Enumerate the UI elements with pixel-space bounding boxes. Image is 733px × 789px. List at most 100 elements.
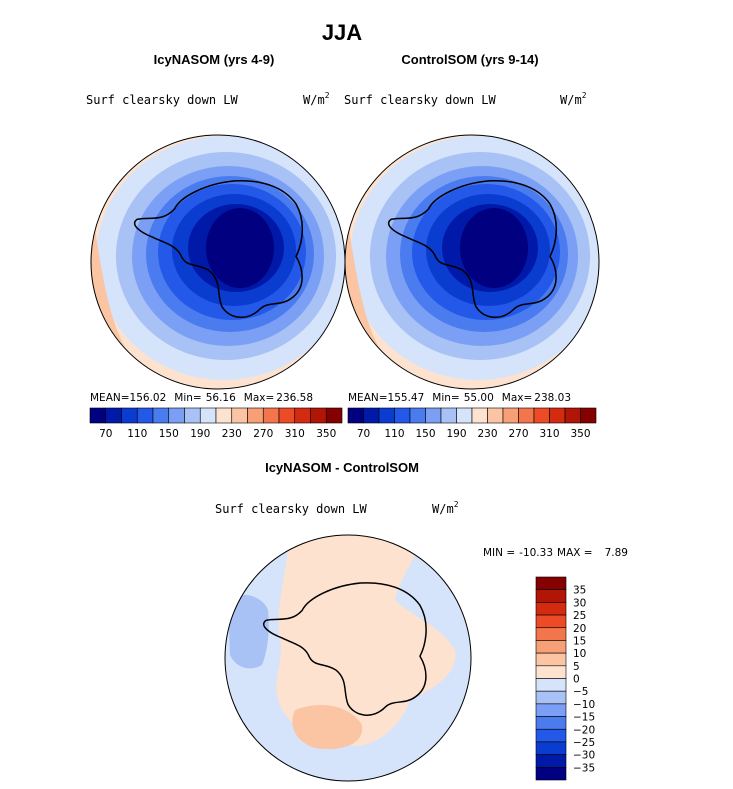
panel-b-variable: Surf clearsky down LW xyxy=(344,93,496,107)
panel-c-variable: Surf clearsky down LW xyxy=(215,502,367,516)
colorbar-swatch xyxy=(347,407,364,424)
panel-b-stats: MEAN=155.47 Min= 55.00 Max= 238.03 xyxy=(348,392,571,404)
colorbar-swatch xyxy=(409,407,426,424)
colorbar-swatch xyxy=(535,754,567,768)
colorbar-swatch xyxy=(105,407,122,424)
panel-controlsom: ControlSOM (yrs 9-14) Surf clearsky down… xyxy=(344,52,600,440)
colorbar-swatch xyxy=(535,716,567,730)
colorbar-swatch xyxy=(487,407,504,424)
colorbar-swatch xyxy=(231,407,248,424)
colorbar-tick-label: 30 xyxy=(573,597,586,609)
colorbar-swatch xyxy=(294,407,311,424)
colorbar-swatch xyxy=(535,703,567,717)
colorbar-tick-label: 150 xyxy=(415,428,435,440)
colorbar-tick-label: 10 xyxy=(573,648,586,660)
contour-band xyxy=(206,208,274,288)
panel-b-colorbar: 70 110 150 190 230 270 310 350 xyxy=(347,407,597,440)
colorbar-tick-label: 190 xyxy=(446,428,466,440)
panel-a-units: W/m2 xyxy=(303,91,330,107)
colorbar-tick-label: 5 xyxy=(573,661,580,673)
colorbar-swatch xyxy=(535,652,567,667)
colorbar-swatch xyxy=(425,407,442,424)
colorbar-swatch xyxy=(535,741,567,755)
panel-c-positive-region-strong xyxy=(292,705,363,750)
colorbar-swatch xyxy=(168,407,185,424)
colorbar-swatch xyxy=(363,407,380,424)
panel-b-map-boundary xyxy=(344,134,600,390)
colorbar-swatch xyxy=(215,407,233,424)
panel-a-variable: Surf clearsky down LW xyxy=(86,93,238,107)
colorbar-swatch xyxy=(535,728,567,743)
colorbar-tick-label: 70 xyxy=(99,428,112,440)
panel-icynasom: IcyNASOM (yrs 4-9) Surf clearsky down LW… xyxy=(86,52,346,440)
colorbar-swatch xyxy=(580,407,597,424)
colorbar-swatch xyxy=(535,690,567,705)
colorbar-swatch xyxy=(121,407,138,424)
colorbar-tick-label: −15 xyxy=(573,712,595,724)
colorbar-swatch xyxy=(535,665,567,679)
colorbar-tick-label: −5 xyxy=(573,686,588,698)
colorbar-swatch xyxy=(152,407,170,424)
figure-title: JJA xyxy=(322,20,362,45)
colorbar-swatch xyxy=(440,407,457,424)
colorbar-swatch xyxy=(394,407,411,424)
colorbar-swatch xyxy=(535,678,567,692)
colorbar-tick-label: −20 xyxy=(573,724,595,736)
colorbar-swatch xyxy=(518,407,535,424)
colorbar-swatch xyxy=(262,407,280,424)
colorbar-tick-label: 70 xyxy=(357,428,370,440)
colorbar-swatch xyxy=(535,589,567,603)
colorbar-tick-label: −10 xyxy=(573,699,595,711)
colorbar-swatch xyxy=(564,407,581,424)
panel-c-map-boundary xyxy=(224,534,472,782)
colorbar-tick-label: 310 xyxy=(285,428,305,440)
colorbar-tick-label: 25 xyxy=(573,610,586,622)
panel-c-stats: MIN = -10.33 MAX = 7.89 xyxy=(483,547,628,559)
panel-c-units: W/m2 xyxy=(432,500,459,516)
colorbar-tick-label: 270 xyxy=(508,428,528,440)
colorbar-swatch xyxy=(535,640,567,654)
colorbar-tick-label: 190 xyxy=(190,428,210,440)
colorbar-swatch xyxy=(535,614,567,629)
colorbar-swatch xyxy=(535,767,567,781)
panel-a-contours xyxy=(91,136,345,380)
colorbar-swatch xyxy=(533,407,550,424)
colorbar-tick-label: 110 xyxy=(127,428,147,440)
colorbar-tick-label: −35 xyxy=(573,762,595,774)
colorbar-swatch xyxy=(535,576,567,590)
colorbar-tick-label: −30 xyxy=(573,750,595,762)
colorbar-tick-label: 20 xyxy=(573,623,586,635)
colorbar-tick-label: 0 xyxy=(573,674,580,686)
panel-difference: IcyNASOM - ControlSOM Surf clearsky down… xyxy=(215,460,628,782)
panel-c-negative-region xyxy=(228,594,269,669)
panel-b-title: ControlSOM (yrs 9-14) xyxy=(401,52,538,67)
colorbar-tick-label: 350 xyxy=(570,428,590,440)
colorbar-tick-label: 230 xyxy=(222,428,242,440)
panel-a-stats: MEAN=156.02 Min= 56.16 Max= 236.58 xyxy=(90,392,313,404)
panel-a-title: IcyNASOM (yrs 4-9) xyxy=(154,52,275,67)
colorbar-swatch xyxy=(89,407,107,424)
colorbar-swatch xyxy=(535,627,567,641)
colorbar-swatch xyxy=(278,407,296,424)
colorbar-swatch xyxy=(378,407,395,424)
colorbar-swatch xyxy=(471,407,488,424)
colorbar-tick-label: 35 xyxy=(573,585,586,597)
colorbar-swatch xyxy=(184,407,201,424)
panel-c-positive-region xyxy=(276,535,456,746)
contour-band xyxy=(460,208,528,288)
colorbar-tick-label: 270 xyxy=(253,428,273,440)
colorbar-swatch xyxy=(247,407,264,424)
colorbar-swatch xyxy=(136,407,154,424)
colorbar-swatch xyxy=(325,407,343,424)
panel-c-title: IcyNASOM - ControlSOM xyxy=(265,460,419,475)
colorbar-tick-label: 310 xyxy=(539,428,559,440)
colorbar-tick-label: 230 xyxy=(477,428,497,440)
panel-b-contours xyxy=(345,136,599,380)
colorbar-swatch xyxy=(310,407,327,424)
colorbar-tick-label: −25 xyxy=(573,737,595,749)
panel-b-units: W/m2 xyxy=(560,91,587,107)
colorbar-swatch xyxy=(456,407,473,424)
colorbar-tick-label: 110 xyxy=(384,428,404,440)
